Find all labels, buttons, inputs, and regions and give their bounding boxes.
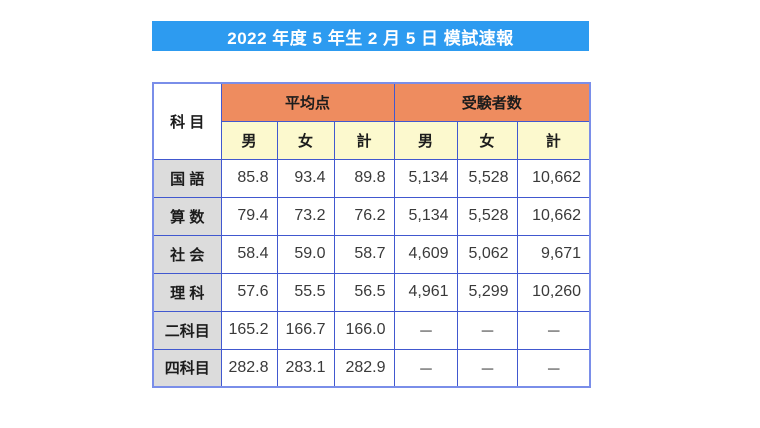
results-table: 科 目 平均点 受験者数 男 女 計 男 女 計 国 語 85.8 93.4 8…	[152, 82, 592, 388]
cell-examinees-female: 5,528	[456, 158, 518, 198]
cell-examinees-female: 5,299	[456, 272, 518, 312]
column-header-examinees-total: 計	[516, 120, 591, 160]
cell-average-male: 165.2	[220, 310, 278, 350]
table-row-nikamoku: 二科目 165.2 166.7 166.0 － － －	[152, 310, 591, 350]
cell-examinees-male: 4,961	[393, 272, 458, 312]
cell-examinees-total: 10,260	[516, 272, 591, 312]
cell-average-male: 57.6	[220, 272, 278, 312]
row-header-subject: 社 会	[152, 234, 222, 274]
cell-examinees-total: 9,671	[516, 234, 591, 274]
title-banner: 2022 年度 5 年生 2 月 5 日 模試速報	[152, 21, 589, 51]
column-group-examinees: 受験者数	[393, 82, 591, 122]
cell-examinees-female: －	[456, 310, 518, 350]
cell-average-male: 58.4	[220, 234, 278, 274]
cell-examinees-total: －	[516, 348, 591, 388]
row-header-subject: 四科目	[152, 348, 222, 388]
cell-examinees-male: －	[393, 348, 458, 388]
column-header-subject: 科 目	[152, 82, 222, 160]
cell-average-female: 283.1	[276, 348, 335, 388]
header-sub-row: 男 女 計 男 女 計	[153, 120, 591, 160]
row-header-subject: 二科目	[152, 310, 222, 350]
table-row-shakai: 社 会 58.4 59.0 58.7 4,609 5,062 9,671	[152, 234, 591, 274]
cell-average-total: 166.0	[333, 310, 395, 350]
table-row-rika: 理 科 57.6 55.5 56.5 4,961 5,299 10,260	[152, 272, 591, 312]
cell-average-male: 282.8	[220, 348, 278, 388]
cell-average-total: 282.9	[333, 348, 395, 388]
column-header-average-male: 男	[220, 120, 278, 160]
column-group-average: 平均点	[220, 82, 395, 122]
column-header-examinees-male: 男	[393, 120, 458, 160]
cell-examinees-male: －	[393, 310, 458, 350]
table-row-sansuu: 算 数 79.4 73.2 76.2 5,134 5,528 10,662	[152, 196, 591, 236]
cell-average-total: 89.8	[333, 158, 395, 198]
page-title: 2022 年度 5 年生 2 月 5 日 模試速報	[227, 28, 514, 48]
cell-examinees-male: 4,609	[393, 234, 458, 274]
cell-average-female: 166.7	[276, 310, 335, 350]
cell-examinees-female: 5,062	[456, 234, 518, 274]
row-header-subject: 算 数	[152, 196, 222, 236]
cell-average-total: 58.7	[333, 234, 395, 274]
cell-average-total: 56.5	[333, 272, 395, 312]
row-header-subject: 理 科	[152, 272, 222, 312]
column-header-examinees-female: 女	[456, 120, 518, 160]
header-group-row: 科 目 平均点 受験者数	[152, 82, 591, 160]
table-row-kokugo: 国 語 85.8 93.4 89.8 5,134 5,528 10,662	[152, 158, 591, 198]
cell-examinees-female: 5,528	[456, 196, 518, 236]
column-header-average-female: 女	[276, 120, 335, 160]
cell-average-total: 76.2	[333, 196, 395, 236]
row-header-subject: 国 語	[152, 158, 222, 198]
cell-examinees-total: 10,662	[516, 196, 591, 236]
cell-examinees-total: －	[516, 310, 591, 350]
cell-average-female: 55.5	[276, 272, 335, 312]
table-row-yonkamoku: 四科目 282.8 283.1 282.9 － － －	[152, 348, 591, 388]
column-header-average-total: 計	[333, 120, 395, 160]
cell-average-female: 93.4	[276, 158, 335, 198]
cell-examinees-male: 5,134	[393, 158, 458, 198]
cell-average-male: 79.4	[220, 196, 278, 236]
cell-average-female: 59.0	[276, 234, 335, 274]
cell-examinees-female: －	[456, 348, 518, 388]
cell-examinees-total: 10,662	[516, 158, 591, 198]
cell-examinees-male: 5,134	[393, 196, 458, 236]
cell-average-male: 85.8	[220, 158, 278, 198]
cell-average-female: 73.2	[276, 196, 335, 236]
